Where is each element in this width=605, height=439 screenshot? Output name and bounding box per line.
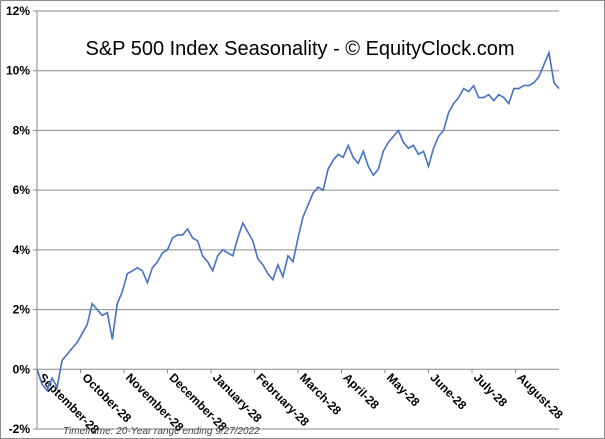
x-tick-label: August-28 [514, 371, 566, 423]
x-tick-label: July-28 [471, 371, 510, 410]
y-tick-label: 4% [13, 243, 31, 257]
title-background [63, 29, 537, 67]
y-tick-label: 0% [13, 362, 31, 376]
x-tick-label: June-28 [427, 371, 469, 413]
y-tick-label: -2% [9, 422, 31, 436]
footnote: Timeframe: 20-Year range ending 9/27/202… [63, 426, 260, 437]
y-tick-label: 2% [13, 303, 31, 317]
y-axis-ticks: -2% 0% 2% 4% 6% 8% 10% 12% [6, 4, 37, 436]
chart-title: S&P 500 Index Seasonality - © EquityCloc… [85, 38, 514, 60]
y-tick-label: 12% [6, 4, 30, 18]
x-tick-label: May-28 [384, 371, 423, 410]
x-tick-label: April-28 [340, 371, 382, 413]
y-tick-label: 6% [13, 183, 31, 197]
y-tick-label: 8% [13, 123, 31, 137]
y-tick-label: 10% [6, 64, 30, 78]
gridlines [37, 10, 559, 430]
series-line [36, 49, 560, 392]
